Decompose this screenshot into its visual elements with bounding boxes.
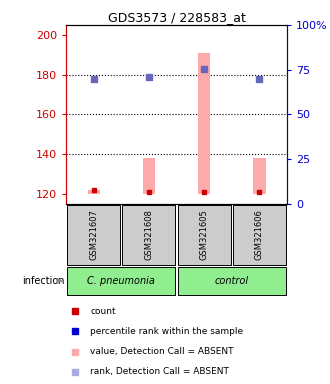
Text: GSM321607: GSM321607 [89,209,98,260]
Text: infection: infection [22,276,65,286]
FancyBboxPatch shape [122,205,176,265]
Bar [87,190,100,194]
FancyBboxPatch shape [233,205,286,265]
FancyBboxPatch shape [178,267,286,295]
Bar [143,158,155,194]
Text: GSM321606: GSM321606 [255,209,264,260]
Text: value, Detection Call = ABSENT: value, Detection Call = ABSENT [90,347,234,356]
FancyBboxPatch shape [67,267,176,295]
Text: control: control [215,276,249,286]
FancyBboxPatch shape [178,205,231,265]
Bar [198,53,210,194]
Text: GSM321608: GSM321608 [145,209,153,260]
Bar [253,158,266,194]
Text: C. pneumonia: C. pneumonia [87,276,155,286]
FancyBboxPatch shape [67,205,120,265]
Text: percentile rank within the sample: percentile rank within the sample [90,327,244,336]
Text: GSM321605: GSM321605 [200,209,209,260]
Text: rank, Detection Call = ABSENT: rank, Detection Call = ABSENT [90,367,229,376]
Text: count: count [90,307,116,316]
Title: GDS3573 / 228583_at: GDS3573 / 228583_at [108,11,246,24]
